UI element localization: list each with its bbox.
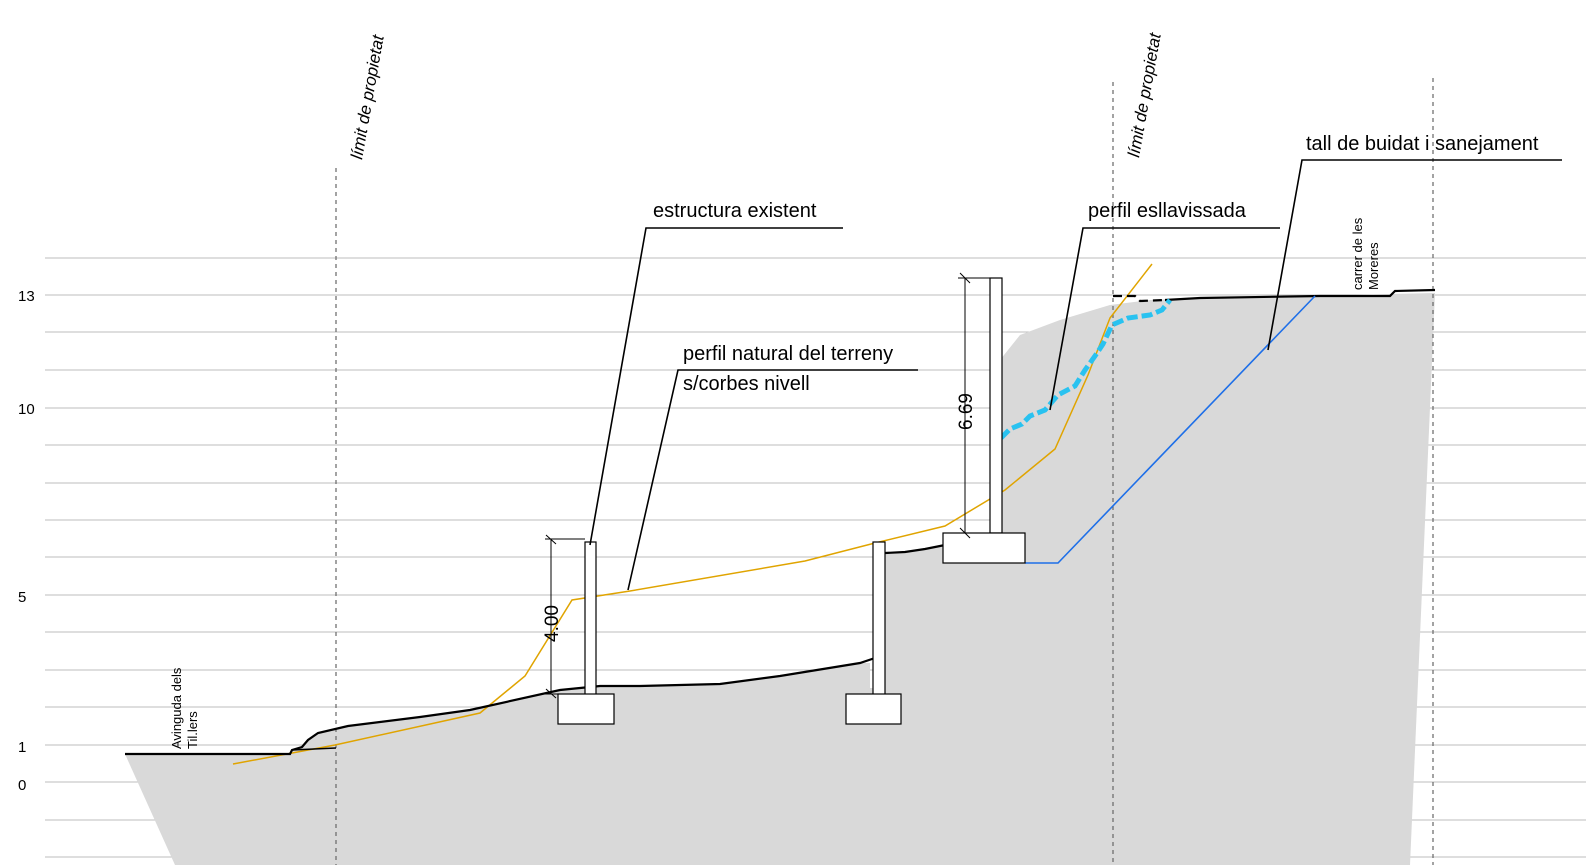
existing-wall-left <box>557 541 615 725</box>
street-terrain-line <box>1164 288 1436 302</box>
existing-wall-middle <box>845 541 902 725</box>
street-right-label-line2: Moreres <box>1366 242 1381 290</box>
natural-profile-label-line1: perfil natural del terreny <box>683 343 893 365</box>
landslide-profile-line <box>999 298 1172 440</box>
leader-landslide <box>1049 227 1280 411</box>
level-label-13: 13 <box>18 288 35 305</box>
street-left-label-line2: Til.lers <box>185 711 200 749</box>
excavation-cut-line <box>1025 295 1316 564</box>
leader-excavation <box>1267 159 1562 351</box>
dimension-left-value: 4.00 <box>542 605 563 642</box>
level-label-0: 0 <box>18 777 26 794</box>
upper-terrain-line <box>884 543 946 555</box>
original-top-line <box>1113 294 1166 303</box>
dimension-left <box>545 534 585 699</box>
leader-lines <box>589 159 1562 591</box>
excavation-cut-label: tall de buidat i sanejament <box>1306 133 1539 155</box>
leader-natural-profile <box>627 369 918 591</box>
natural-profile-label-line2: s/corbes nivell <box>683 373 810 395</box>
existing-terrain-line <box>125 656 876 756</box>
left-street-curb <box>291 747 337 751</box>
landslide-profile-label: perfil esllavissada <box>1088 200 1247 222</box>
dimension-right-value: 6.69 <box>956 393 977 430</box>
property-limit-lines <box>335 78 1434 865</box>
level-label-10: 10 <box>18 401 35 418</box>
dimension-right <box>958 272 990 539</box>
existing-wall-right <box>942 277 1026 564</box>
street-left-label-line1: Avinguda dels <box>169 667 184 749</box>
level-label-5: 5 <box>18 589 26 606</box>
leader-existing-structure <box>589 227 843 546</box>
level-label-1: 1 <box>18 739 26 756</box>
property-limit-label-left: límit de propietat <box>347 32 388 160</box>
terrain-fill <box>125 293 1435 865</box>
existing-structure-label: estructura existent <box>653 200 817 222</box>
street-right-label-line1: carrer de les <box>1350 217 1365 290</box>
property-limit-label-right: límit de propietat <box>1124 30 1165 158</box>
